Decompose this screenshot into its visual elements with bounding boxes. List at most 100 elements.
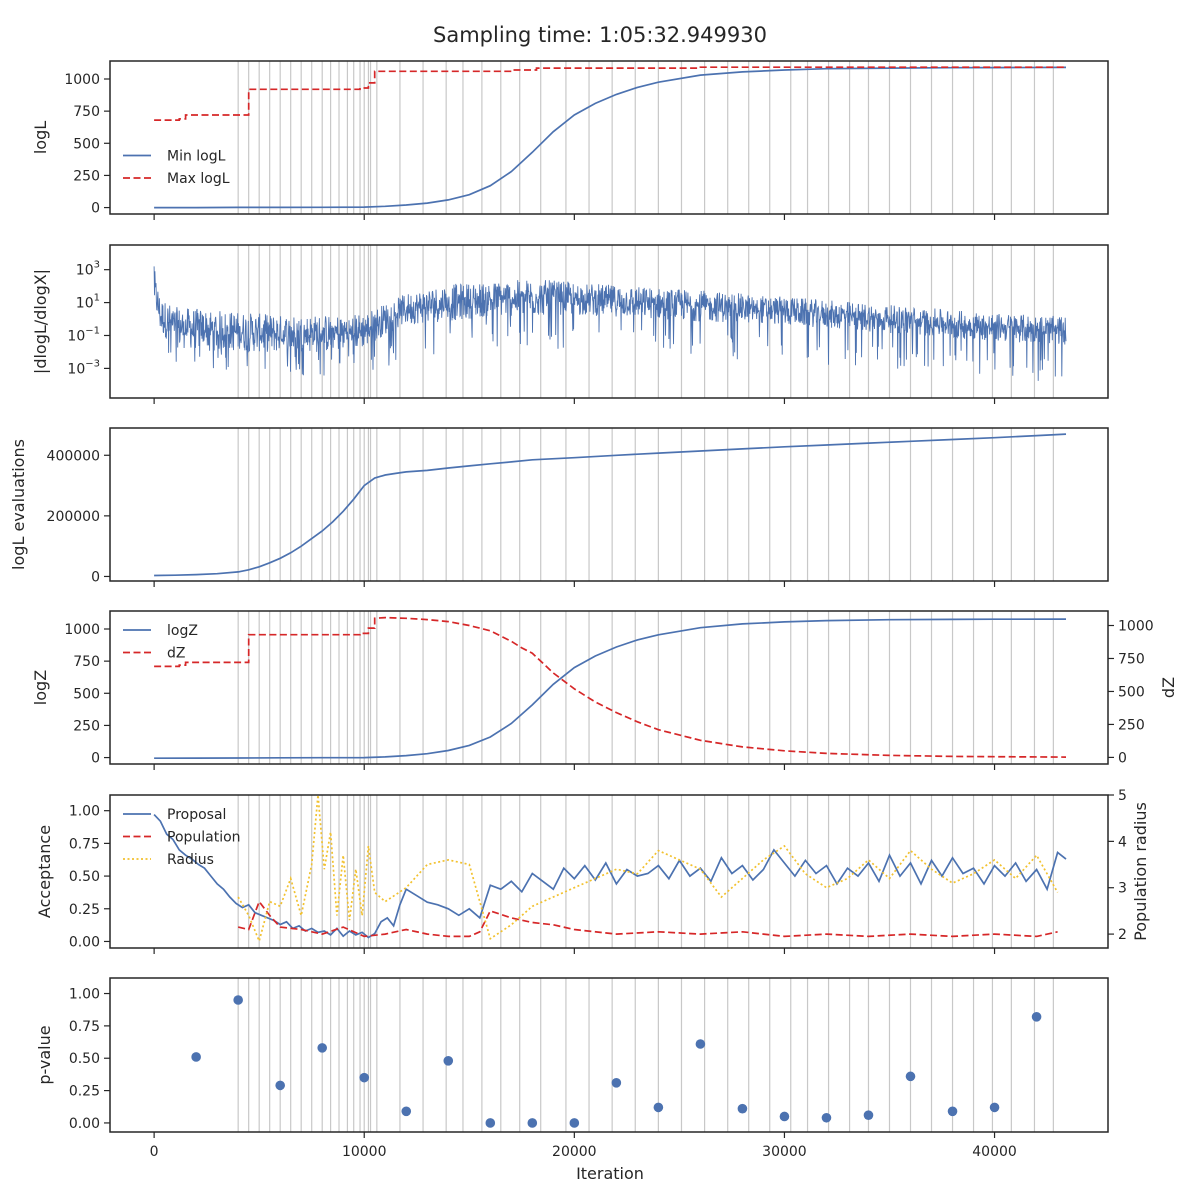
scatter-point <box>653 1102 664 1113</box>
series-line-logl-evaluations <box>154 433 1067 577</box>
x-tick-label: 30000 <box>762 1144 807 1160</box>
y-tick-label: 200000 <box>47 509 100 525</box>
scatter-point <box>863 1110 874 1120</box>
y-tick-label: 0.00 <box>69 934 100 950</box>
y-right-tick-label: 4 <box>1118 834 1127 850</box>
panel-ncall: 0 200000 400000 logL evaluations <box>9 427 1109 587</box>
legend-label: Min logL <box>167 149 226 165</box>
x-tick-label: 20000 <box>552 1144 597 1160</box>
series-line-radius <box>237 795 1059 944</box>
y-tick-label: 0 <box>91 569 100 585</box>
y-tick-label: 10−1 <box>67 325 100 344</box>
y-tick-label: 0.25 <box>69 902 100 918</box>
vertical-markers <box>237 611 1054 764</box>
y-axis-label: logL evaluations <box>9 439 28 570</box>
legend-label: Population <box>167 830 241 846</box>
y-axis-label: p-value <box>35 1025 54 1084</box>
scatter-point <box>359 1072 370 1083</box>
y-tick-label: 250 <box>73 168 100 184</box>
y-tick-label: 1000 <box>64 72 100 88</box>
vertical-markers <box>237 428 1054 581</box>
data-layer <box>154 433 1067 577</box>
legend-label: dZ <box>167 646 185 662</box>
series-line-max-logl <box>154 66 1066 121</box>
y-tick-label: 250 <box>73 718 100 734</box>
y-tick-label: 103 <box>76 260 100 279</box>
legend-label: logZ <box>167 623 198 639</box>
y-tick-label: 500 <box>73 686 100 702</box>
scatter-point <box>1031 1012 1042 1022</box>
scatter-point <box>527 1118 538 1128</box>
data-layer <box>154 616 1067 760</box>
vertical-markers <box>237 978 1054 1132</box>
axes-frame <box>109 244 1109 399</box>
y-right-axis-label: dZ <box>1159 677 1178 698</box>
series-line-min-logl <box>154 66 1067 209</box>
y-right-tick-label: 2 <box>1118 927 1127 943</box>
scatter-point <box>989 1102 1000 1113</box>
y-tick-label: 400000 <box>47 448 100 464</box>
figure-title: Sampling time: 1:05:32.949930 <box>433 23 767 47</box>
series-line-proposal <box>153 814 1067 939</box>
scatter-point <box>233 995 243 1005</box>
y-right-tick-label: 250 <box>1118 717 1145 733</box>
y-tick-label: 0.75 <box>69 1019 100 1035</box>
y-right-tick-label: 1000 <box>1118 619 1154 635</box>
legend: logZ dZ <box>123 623 198 662</box>
y-tick-label: 0.00 <box>69 1116 100 1132</box>
scatter-point <box>569 1118 580 1128</box>
y-right-axis-label: Population radius <box>1131 802 1150 941</box>
scatter-point <box>275 1080 285 1091</box>
legend: Proposal Population Radius <box>123 807 241 868</box>
y-tick-label: 1000 <box>64 622 100 638</box>
axes-frame <box>109 610 1109 765</box>
y-tick-label: 1.00 <box>69 987 100 1003</box>
y-tick-label: 0 <box>91 201 100 217</box>
series-line-dlogl <box>153 266 1067 381</box>
legend: Min logL Max logL <box>123 149 230 187</box>
scatter-point <box>443 1056 454 1066</box>
legend-label: Proposal <box>167 807 226 823</box>
y-tick-label: 101 <box>76 293 100 312</box>
y-tick-label: 500 <box>73 136 100 152</box>
scatter-point <box>779 1111 790 1122</box>
x-tick-label: 0 <box>150 1144 159 1160</box>
y-tick-label: 0.50 <box>69 1051 100 1067</box>
series-line-logz <box>154 618 1067 760</box>
panel-pvalue: 0 10000 20000 30000 40000 0.00 0.25 0.50 0.75 1.0… <box>35 977 1109 1160</box>
y-tick-label: 0.25 <box>69 1084 100 1100</box>
y-tick-label: 750 <box>73 104 100 120</box>
y-tick-label: 10−3 <box>67 358 100 377</box>
y-tick-label: 0.75 <box>69 836 100 852</box>
panel-logz: 0 250 500 750 1000 0 250 500 750 1000 logZ dZ logZ dZ <box>31 610 1178 770</box>
y-axis-label: |dlogL/dlogX| <box>31 269 50 374</box>
scatter-point <box>695 1039 706 1049</box>
x-axis-label: Iteration <box>576 1164 644 1183</box>
series-line-population <box>238 899 1058 938</box>
y-tick-label: 0 <box>91 751 100 767</box>
axes-frame <box>109 794 1109 949</box>
y-right-tick-label: 500 <box>1118 684 1145 700</box>
scatter-point <box>317 1043 328 1053</box>
scatter-point <box>905 1071 916 1082</box>
series-line-dz <box>154 616 1067 758</box>
x-tick-label: 40000 <box>972 1144 1017 1160</box>
y-right-tick-label: 5 <box>1118 788 1127 804</box>
scatter-point <box>485 1118 496 1128</box>
y-tick-label: 0.50 <box>69 869 100 885</box>
y-axis-label: logL <box>31 121 50 154</box>
y-right-tick-label: 750 <box>1118 651 1145 667</box>
legend-label: Max logL <box>167 171 230 187</box>
data-layer <box>191 995 1042 1128</box>
scatter-point <box>821 1112 832 1123</box>
axes-frame <box>109 60 1109 215</box>
vertical-markers <box>237 61 1054 214</box>
y-right-tick-label: 3 <box>1118 881 1127 897</box>
panel-acceptance: 0.00 0.25 0.50 0.75 1.00 2 3 4 5 Acceptance Popula… <box>35 788 1150 954</box>
panel-logl: 0 250 500 750 1000 logL Min logL Max logL <box>31 60 1109 220</box>
axes-frame <box>109 977 1109 1133</box>
data-layer <box>153 795 1067 944</box>
y-axis-label: logZ <box>31 670 50 705</box>
y-axis-label: Acceptance <box>35 825 54 918</box>
y-tick-label: 1.00 <box>69 804 100 820</box>
